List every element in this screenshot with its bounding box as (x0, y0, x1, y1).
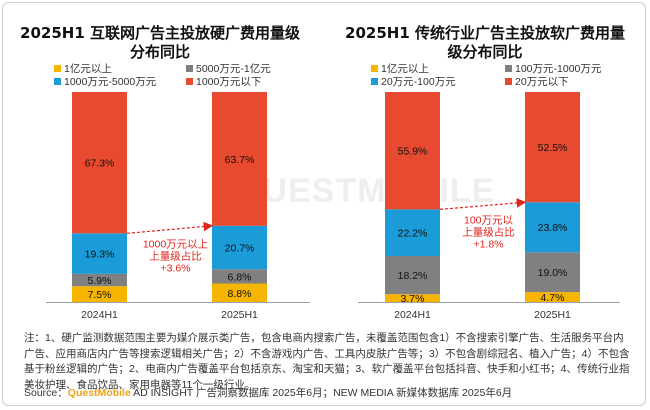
data-label: 19.3% (85, 249, 115, 261)
legend-swatch (371, 65, 378, 72)
data-label: 19.0% (538, 267, 568, 279)
annotation-text: 1000万元以上 (143, 238, 208, 250)
data-label: 67.3% (85, 158, 115, 170)
bar-segment (72, 273, 127, 287)
legend-item: 1000万元以下 (186, 74, 261, 89)
legend-label: 20万元-100万元 (381, 76, 456, 88)
data-label: 3.7% (401, 293, 425, 305)
legend-label: 1000万元以下 (196, 76, 262, 88)
legend-swatch (505, 78, 512, 85)
x-tick-label: 2024H1 (394, 309, 431, 321)
legend-swatch (505, 65, 512, 72)
data-label: 7.5% (88, 289, 112, 301)
annotation-text: 上量级占比 (149, 249, 202, 262)
bar-segment (212, 225, 267, 270)
legend-item: 20万元以下 (505, 74, 569, 89)
data-label: 52.5% (538, 142, 568, 154)
watermark: QUESTMOBILE (235, 172, 496, 210)
bar-segment (525, 92, 580, 203)
legend-item: 1000万元-5000万元 (54, 74, 156, 89)
source-prefix: Source： (24, 387, 68, 399)
bar-segment (525, 202, 580, 253)
legend-item: 20万元-100万元 (371, 74, 456, 89)
bar-segment (385, 209, 440, 257)
legend-swatch (186, 65, 193, 72)
legend-swatch (186, 78, 193, 85)
source-text: AD INSIGHT 广告洞察数据库 2025年6月；NEW MEDIA 新媒体… (130, 387, 513, 399)
bar-segment (212, 92, 267, 226)
x-tick-label: 2025H1 (221, 309, 258, 321)
data-label: 55.9% (398, 146, 428, 158)
data-label: 63.7% (225, 154, 255, 166)
data-label: 18.2% (398, 270, 428, 282)
legend-left: 1亿元以上 5000万元-1亿元 1000万元-5000万元 1000万元以下 (54, 61, 334, 89)
chart-title-right: 2025H1 传统行业广告主投放软广费用量级分布同比 (345, 24, 625, 61)
bar-segment (212, 283, 267, 302)
x-tick-label: 2024H1 (81, 309, 118, 321)
legend-right: 1亿元以上 100万元-1000万元 20万元-100万元 20万元以下 (371, 61, 641, 89)
bar-segment (525, 252, 580, 293)
legend-swatch (54, 65, 61, 72)
data-label: 8.8% (228, 288, 252, 300)
legend-item: 1亿元以上 (371, 61, 429, 76)
legend-label: 100万元-1000万元 (515, 63, 602, 75)
data-label: 4.7% (541, 292, 565, 304)
annotation-text: +1.8% (473, 238, 503, 250)
source-brand: QuestMobile (67, 387, 131, 399)
bar-segment (72, 233, 127, 274)
legend-swatch (371, 78, 378, 85)
legend-swatch (54, 78, 61, 85)
bar-segment (212, 269, 267, 284)
legend-label: 5000万元-1亿元 (196, 63, 271, 75)
legend-label: 1000万元-5000万元 (64, 76, 157, 88)
bar-segment (385, 92, 440, 210)
annotation-text: +3.6% (160, 262, 190, 274)
source-line: Source：QuestMobile AD INSIGHT 广告洞察数据库 20… (24, 385, 512, 400)
bar-segment (385, 294, 440, 302)
card-frame (2, 2, 646, 406)
trend-arrow (439, 198, 527, 210)
bar-segment (72, 92, 127, 234)
bar-segment (525, 292, 580, 302)
data-label: 6.8% (228, 271, 252, 283)
data-label: 22.2% (398, 228, 428, 240)
legend-item: 1亿元以上 (54, 61, 112, 76)
footnote: 注：1、硬广监测数据范围主要为媒介展示类广告，包含电商内搜索广告，未覆盖范围包含… (24, 332, 630, 391)
legend-label: 1亿元以上 (381, 63, 429, 75)
annotation-text: 上量级占比 (462, 225, 515, 238)
legend-label: 1亿元以上 (64, 63, 112, 75)
bar-segment (72, 286, 127, 302)
annotation-text: 100万元以 (464, 214, 514, 226)
data-label: 20.7% (225, 243, 255, 255)
bar-segment (385, 256, 440, 295)
legend-item: 5000万元-1亿元 (186, 61, 271, 76)
data-label: 23.8% (538, 222, 568, 234)
chart-title-left: 2025H1 互联网广告主投放硬广费用量级分布同比 (20, 24, 300, 61)
data-label: 5.9% (88, 275, 112, 287)
trend-arrow (126, 221, 214, 234)
legend-item: 100万元-1000万元 (505, 61, 601, 76)
legend-label: 20万元以下 (515, 76, 569, 88)
x-tick-label: 2025H1 (534, 309, 571, 321)
